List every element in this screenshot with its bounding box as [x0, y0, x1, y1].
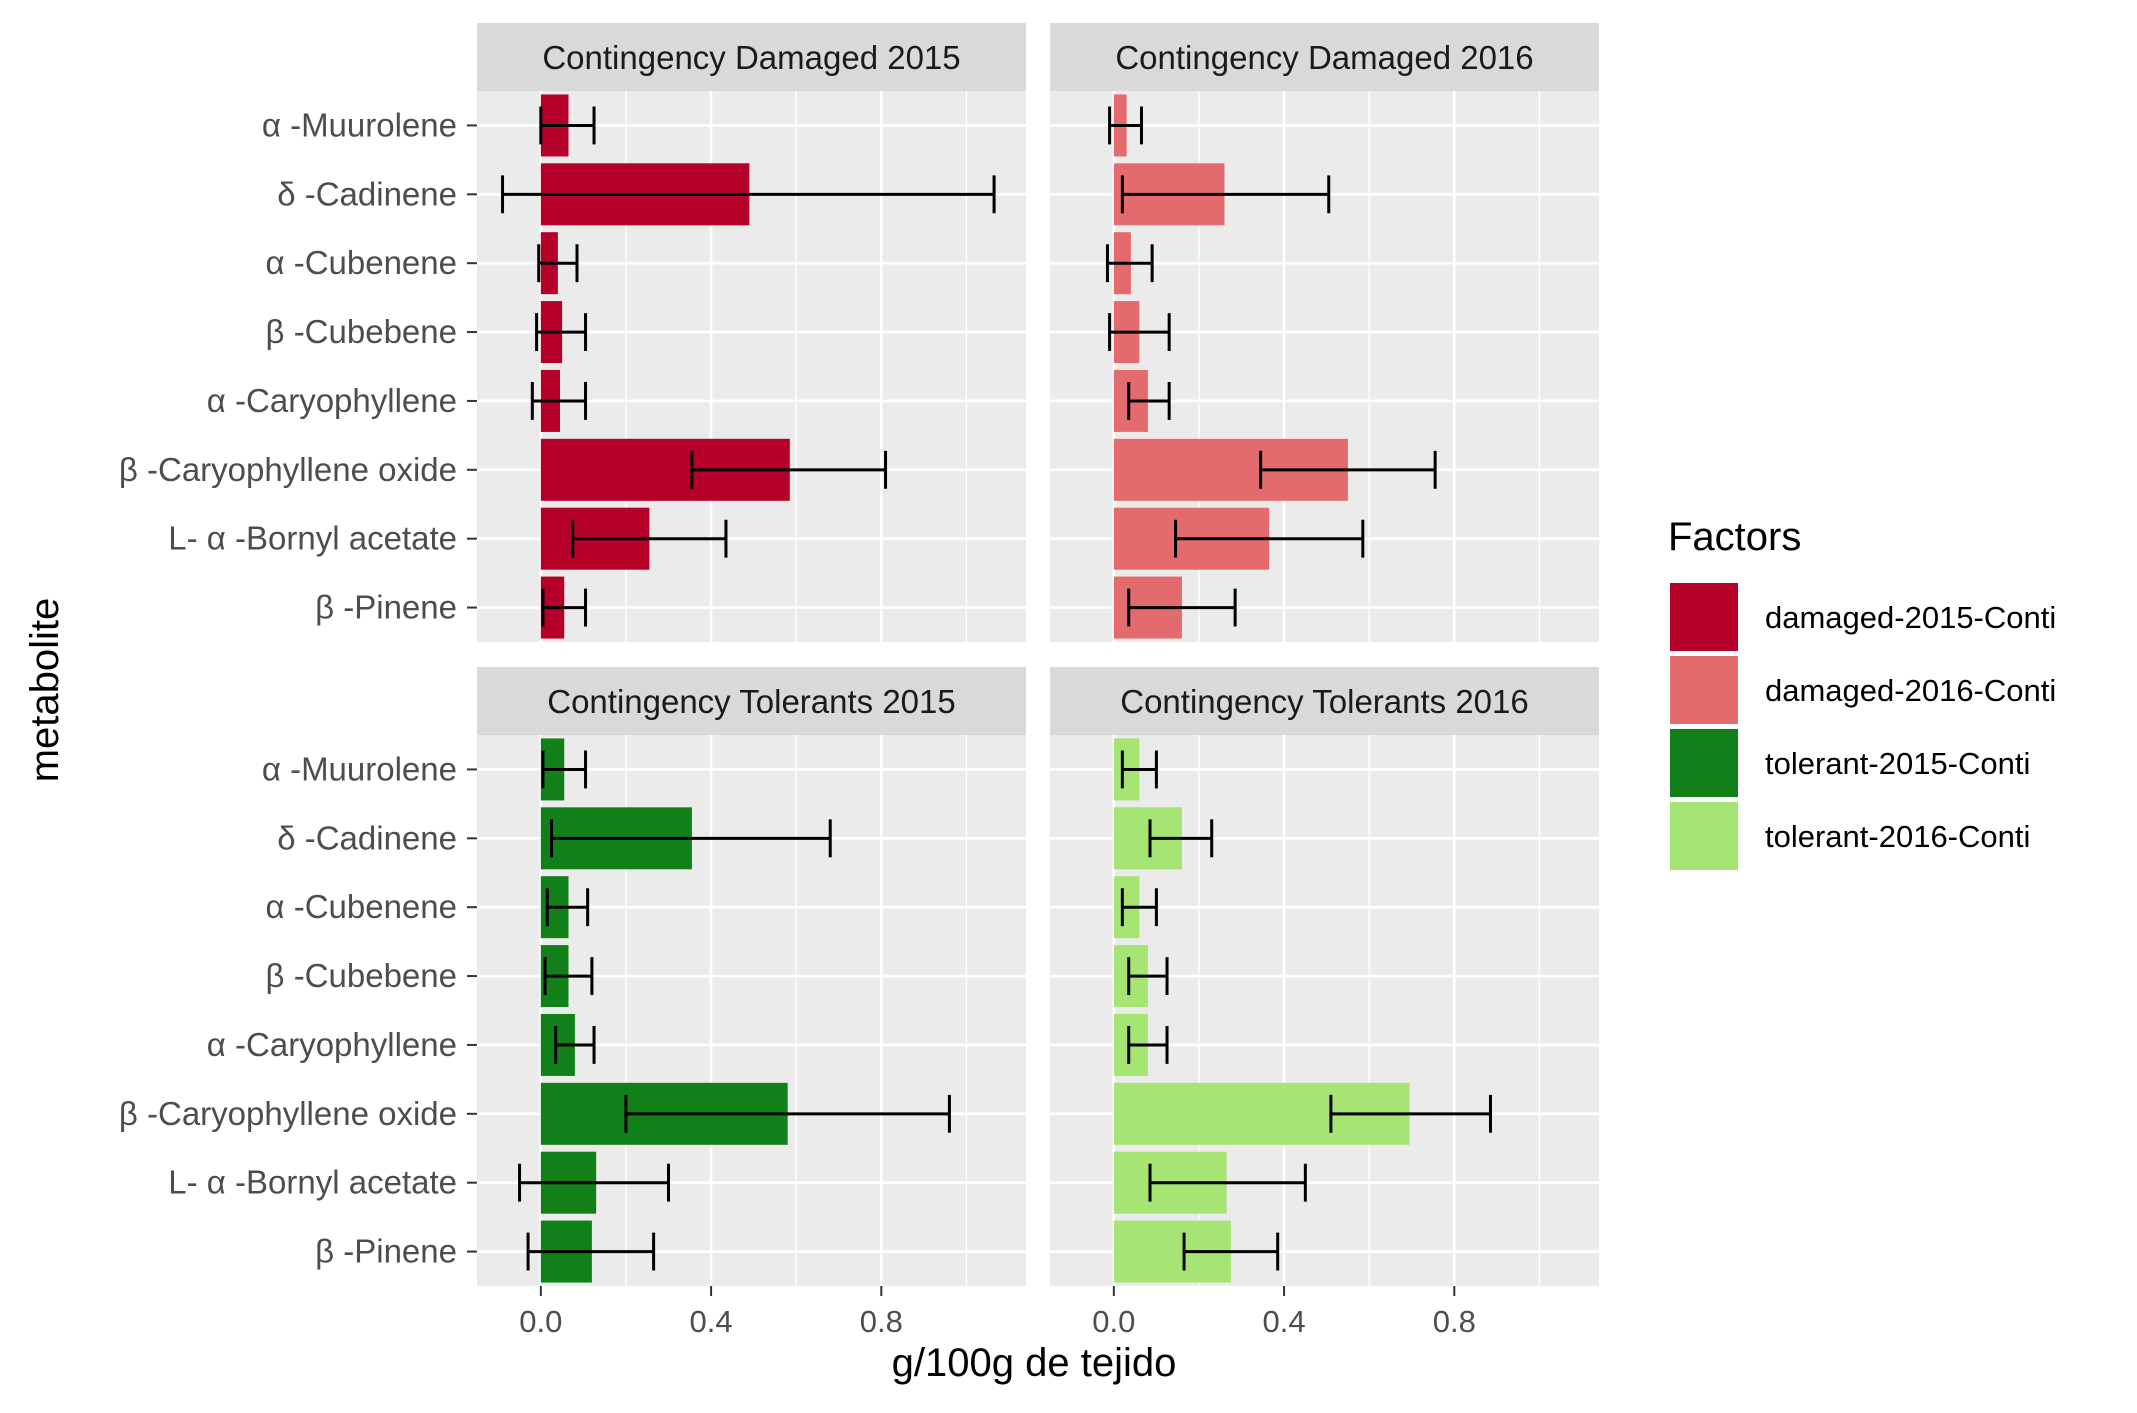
- error-bar: [541, 588, 588, 627]
- y-tick-label: β -Pinene: [315, 589, 457, 626]
- error-bar: [1108, 313, 1171, 352]
- x-tick-label: 0.4: [690, 1304, 733, 1339]
- legend-entry: damaged-2015-Conti: [1670, 583, 2056, 651]
- error-bar: [518, 1163, 671, 1202]
- x-tick-label: 0.0: [519, 1304, 562, 1339]
- legend-swatch: [1670, 583, 1738, 651]
- panel-title: Contingency Tolerants 2016: [1120, 683, 1529, 720]
- error-bar: [1108, 106, 1143, 145]
- error-bar: [1329, 1094, 1492, 1133]
- error-bar: [571, 519, 728, 558]
- error-bar: [545, 888, 590, 927]
- panel-title: Contingency Damaged 2016: [1115, 39, 1533, 76]
- error-bar: [1148, 819, 1214, 858]
- error-bar: [543, 957, 594, 996]
- error-bar: [537, 244, 579, 283]
- x-tick-label: 0.0: [1092, 1304, 1135, 1339]
- panel-strip: [477, 667, 1026, 735]
- y-tick-label: L- α -Bornyl acetate: [168, 1164, 457, 1201]
- error-bar: [1105, 244, 1154, 283]
- legend-swatch: [1670, 729, 1738, 797]
- panel-4: Contingency Tolerants 2016: [1050, 667, 1599, 1286]
- legend-label: damaged-2015-Conti: [1765, 600, 2056, 635]
- error-bar: [526, 1232, 656, 1271]
- legend-entry: damaged-2016-Conti: [1670, 656, 2056, 724]
- legend-entry: tolerant-2015-Conti: [1670, 729, 2030, 797]
- y-tick-label: α -Muurolene: [262, 750, 457, 787]
- legend: Factors damaged-2015-Conti damaged-2016-C…: [1668, 515, 2056, 870]
- panel-strip: [477, 23, 1026, 91]
- x-axis-title: g/100g de tejido: [892, 1341, 1177, 1385]
- error-bar: [1120, 750, 1158, 789]
- panels-layer: Contingency Damaged 2015 Contingency Dama…: [477, 23, 1599, 1286]
- error-bar: [549, 819, 832, 858]
- y-tick-label: α -Caryophyllene: [207, 382, 457, 419]
- x-tick-label: 0.8: [860, 1304, 903, 1339]
- panel-strip: [1050, 23, 1599, 91]
- error-bar: [530, 381, 588, 420]
- error-bar: [1148, 1163, 1307, 1202]
- error-bar: [1127, 957, 1169, 996]
- y-tick-label: α -Muurolene: [262, 106, 457, 143]
- error-bar: [1127, 588, 1237, 627]
- y-tick-label: α -Cubenene: [265, 244, 457, 281]
- y-tick-label: α -Caryophyllene: [207, 1026, 457, 1063]
- legend-title: Factors: [1668, 515, 1801, 559]
- x-tick-label: 0.4: [1263, 1304, 1306, 1339]
- legend-label: tolerant-2016-Conti: [1765, 819, 2030, 854]
- panel-1: Contingency Damaged 2015: [477, 23, 1026, 642]
- y-category-labels: α -Muurolene δ -Cadinene α -Cubenene β -Cub…: [119, 106, 477, 1270]
- error-bar: [1127, 1025, 1169, 1064]
- error-bar: [624, 1094, 951, 1133]
- error-bar: [535, 313, 588, 352]
- legend-swatch: [1670, 656, 1738, 724]
- error-bar: [1259, 450, 1437, 489]
- error-bar: [539, 106, 596, 145]
- legend-entries: damaged-2015-Conti damaged-2016-Conti tole…: [1670, 583, 2056, 870]
- panel-title: Contingency Damaged 2015: [542, 39, 960, 76]
- y-tick-label: β -Cubebene: [266, 313, 457, 350]
- error-bar: [541, 750, 588, 789]
- y-tick-label: α -Cubenene: [265, 888, 457, 925]
- y-tick-label: β -Pinene: [315, 1233, 457, 1270]
- panel-2: Contingency Damaged 2016: [1050, 23, 1599, 642]
- error-bar: [501, 175, 996, 214]
- error-bar: [1174, 519, 1365, 558]
- y-tick-label: δ -Cadinene: [277, 175, 457, 212]
- error-bar: [1127, 381, 1171, 420]
- panel-strip: [1050, 667, 1599, 735]
- error-bar: [1182, 1232, 1280, 1271]
- error-bar: [690, 450, 888, 489]
- x-tick-label: 0.8: [1433, 1304, 1476, 1339]
- legend-entry: tolerant-2016-Conti: [1670, 802, 2030, 870]
- y-tick-label: β -Caryophyllene oxide: [119, 1095, 457, 1132]
- legend-label: tolerant-2015-Conti: [1765, 746, 2030, 781]
- legend-swatch: [1670, 802, 1738, 870]
- legend-label: damaged-2016-Conti: [1765, 673, 2056, 708]
- error-bar: [554, 1025, 596, 1064]
- y-tick-label: L- α -Bornyl acetate: [168, 520, 457, 557]
- y-tick-label: β -Cubebene: [266, 957, 457, 994]
- y-axis-title: metabolite: [23, 598, 67, 783]
- y-tick-label: β -Caryophyllene oxide: [119, 451, 457, 488]
- error-bar: [1120, 888, 1158, 927]
- panel-title: Contingency Tolerants 2015: [547, 683, 956, 720]
- error-bar: [1120, 175, 1331, 214]
- y-tick-label: δ -Cadinene: [277, 819, 457, 856]
- x-tick-labels: 0.0 0.4 0.8 0.0 0.4 0.8: [519, 1286, 1476, 1339]
- panel-3: Contingency Tolerants 2015: [477, 667, 1026, 1286]
